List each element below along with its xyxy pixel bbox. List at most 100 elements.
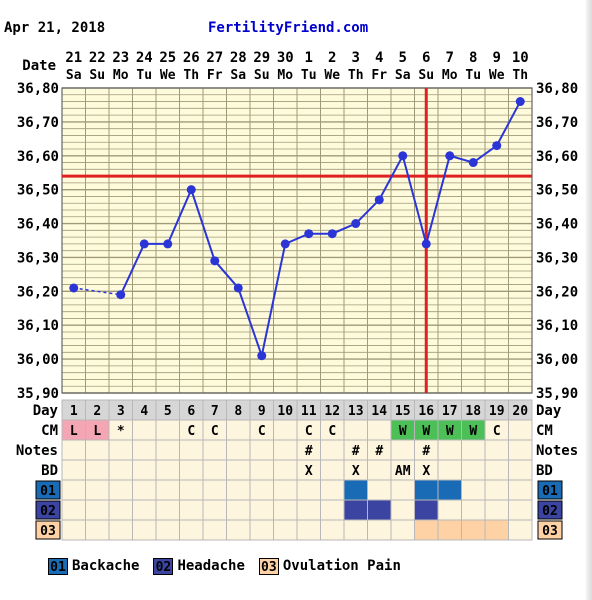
- date-weekday: Su: [89, 68, 105, 83]
- bbt-chart: Date 21Sa22Su23Mo24Tu25We26Th27Fr28Sa29Su…: [16, 50, 578, 541]
- table-cell: [132, 439, 157, 461]
- table-cell: [414, 519, 439, 541]
- date-number: 8: [469, 50, 477, 66]
- table-cell: [296, 479, 321, 501]
- table-cell: [296, 519, 321, 541]
- temp-point: [163, 239, 173, 249]
- row-label-left: BD: [41, 463, 58, 479]
- table-cell: [367, 479, 392, 501]
- y-tick-label-right: 36,40: [536, 217, 578, 233]
- day-cell-text: 4: [140, 404, 148, 419]
- y-tick-label-right: 35,90: [536, 386, 578, 402]
- table-cell: [437, 479, 462, 501]
- table-cell: [108, 479, 133, 501]
- table-cell: [226, 439, 251, 461]
- table-cell: [367, 499, 392, 521]
- y-tick-label-left: 36,20: [17, 284, 59, 300]
- date-number: 23: [112, 50, 129, 66]
- day-cell-text: 6: [187, 404, 195, 419]
- temp-point: [445, 151, 455, 161]
- symptom-code-left: [35, 520, 61, 540]
- y-tick-label-right: 36,30: [536, 250, 578, 266]
- cm-cell-text: W: [399, 424, 407, 439]
- symptom-label-right: 03: [542, 524, 558, 539]
- date-weekday: Mo: [442, 68, 458, 83]
- table-cell: [226, 479, 251, 501]
- bd-cell-text: AM: [395, 464, 411, 479]
- table-cell: [179, 459, 204, 481]
- legend-label-backache: Backache: [72, 558, 140, 574]
- table-cell: [390, 519, 415, 541]
- table-cell: [484, 479, 509, 501]
- symptom-code-left: [35, 480, 61, 500]
- date-number: 10: [512, 50, 529, 66]
- table-cell: [108, 499, 133, 521]
- day-cell-text: 18: [465, 404, 481, 419]
- table-cell: [414, 499, 439, 521]
- temp-point: [398, 151, 408, 161]
- y-tick-label-left: 36,80: [17, 81, 59, 97]
- table-cell: [508, 519, 533, 541]
- table-cell: [508, 459, 533, 481]
- temp-point: [139, 239, 149, 249]
- symptom-code-right: [537, 500, 563, 520]
- temp-point: [468, 158, 478, 168]
- table-cell: [132, 479, 157, 501]
- table-cell: [508, 499, 533, 521]
- site-name[interactable]: FertilityFriend.com: [208, 20, 369, 36]
- temp-point: [327, 229, 337, 239]
- cm-cell-text: C: [187, 424, 195, 439]
- date-number: 3: [352, 50, 360, 66]
- date-weekday: We: [324, 68, 340, 83]
- table-cell: [61, 499, 86, 521]
- temp-line-dashed: [73, 287, 121, 296]
- day-cell-text: 15: [395, 404, 411, 419]
- date-weekday: Sa: [230, 68, 246, 83]
- table-cell: [273, 479, 298, 501]
- table-cell: [61, 439, 86, 461]
- table-cell: [367, 519, 392, 541]
- date-number: 26: [183, 50, 200, 66]
- table-cell: [85, 499, 110, 521]
- symptom-label-left: 01: [40, 484, 56, 499]
- date-weekday: Sa: [66, 68, 82, 83]
- y-tick-label-right: 36,00: [536, 352, 578, 368]
- table-cell: [155, 439, 180, 461]
- table-cell: [155, 479, 180, 501]
- row-label-right: CM: [536, 423, 553, 439]
- temp-point: [233, 283, 243, 293]
- table-cell: [155, 459, 180, 481]
- y-tick-label-right: 36,50: [536, 183, 578, 199]
- temp-point: [304, 229, 314, 239]
- notes-cell-text: #: [375, 444, 383, 459]
- date-number: 29: [253, 50, 270, 66]
- y-tick-label-left: 36,60: [17, 149, 59, 165]
- table-cell: [108, 519, 133, 541]
- date-weekday: Th: [348, 68, 364, 83]
- row-label-left: Day: [33, 403, 59, 419]
- day-cell-text: 1: [70, 404, 78, 419]
- table-cell: [179, 479, 204, 501]
- notes-cell-text: #: [305, 444, 313, 459]
- table-cell: [132, 419, 157, 441]
- table-cell: [132, 519, 157, 541]
- table-cell: [108, 459, 133, 481]
- row-label-left: CM: [41, 423, 58, 439]
- date-weekday: Tu: [301, 68, 317, 83]
- day-cell-text: 14: [371, 404, 387, 419]
- y-tick-label-right: 36,80: [536, 81, 578, 97]
- day-cell-text: 8: [234, 404, 242, 419]
- row-sym02: [61, 499, 533, 521]
- table-cell: [414, 479, 439, 501]
- date-number: 25: [159, 50, 176, 66]
- date-weekday: Sa: [395, 68, 411, 83]
- date-weekday: Th: [512, 68, 528, 83]
- bd-cell-text: X: [422, 464, 430, 479]
- cm-cell-text: W: [446, 424, 454, 439]
- y-tick-label-left: 36,00: [17, 352, 59, 368]
- temp-point: [69, 283, 79, 293]
- table-cell: [461, 499, 486, 521]
- date-number: 6: [422, 50, 430, 66]
- y-tick-label-left: 36,70: [17, 115, 59, 131]
- date-weekday: Su: [254, 68, 270, 83]
